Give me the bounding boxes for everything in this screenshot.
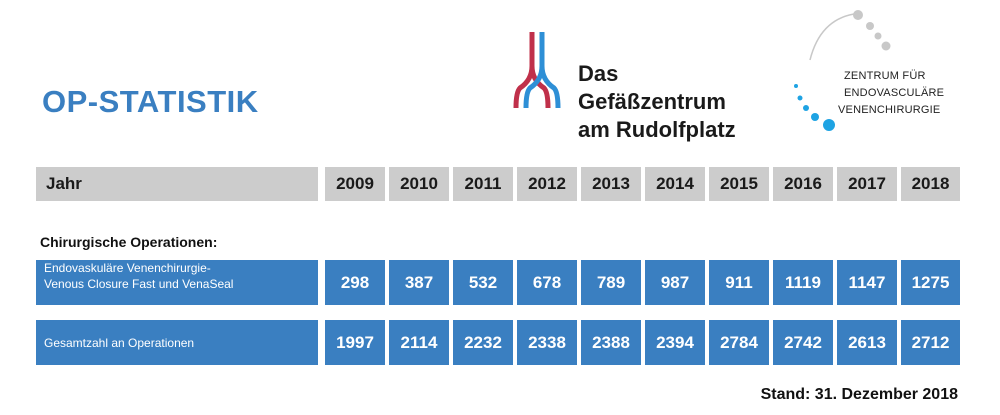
logo-secondary-text: ZENTRUM FÜR ENDOVASCULÄRE VENENCHIRURGIE	[832, 68, 944, 119]
value-cell: 1119	[773, 260, 833, 305]
value-cell: 911	[709, 260, 769, 305]
year-cell: 2011	[453, 167, 513, 201]
vessel-icon	[513, 32, 561, 109]
endovascular-center-logo: ZENTRUM FÜR ENDOVASCULÄRE VENENCHIRURGIE	[790, 8, 960, 138]
table-row: Gesamtzahl an Operationen 1997 2114 2232…	[36, 320, 960, 365]
row-label-line-1: Gesamtzahl an Operationen	[44, 335, 195, 350]
logo-text: Das Gefäßzentrum am Rudolfplatz	[578, 60, 772, 144]
year-cell: 2009	[325, 167, 385, 201]
logo-secondary-line-2: ENDOVASCULÄRE	[844, 87, 945, 99]
value-cell: 532	[453, 260, 513, 305]
gefaesszentrum-logo: Das Gefäßzentrum am Rudolfplatz	[512, 28, 772, 142]
value-cell: 1997	[325, 320, 385, 365]
value-cell: 2784	[709, 320, 769, 365]
value-cell: 2338	[517, 320, 577, 365]
year-cell: 2010	[389, 167, 449, 201]
year-cell: 2016	[773, 167, 833, 201]
value-cell: 987	[645, 260, 705, 305]
year-cell: 2015	[709, 167, 769, 201]
value-cell: 298	[325, 260, 385, 305]
value-cell: 2232	[453, 320, 513, 365]
page-title: OP-STATISTIK	[42, 84, 259, 119]
row-label: Gesamtzahl an Operationen	[36, 320, 318, 365]
year-cell: 2014	[645, 167, 705, 201]
table-row: Endovaskuläre Venenchirurgie- Venous Clo…	[36, 260, 960, 305]
row-label: Endovaskuläre Venenchirurgie- Venous Clo…	[36, 260, 318, 305]
stand-date: Stand: 31. Dezember 2018	[760, 386, 958, 403]
value-cell: 2742	[773, 320, 833, 365]
value-cell: 1275	[901, 260, 960, 305]
year-label: Jahr	[36, 167, 318, 201]
dot-arc-icon	[794, 10, 891, 131]
table-header-row: Jahr 2009 2010 2011 2012 2013 2014 2015 …	[36, 167, 960, 201]
logo-line-1: Das Gefäßzentrum	[578, 61, 726, 114]
logo-secondary-line-3: VENENCHIRURGIE	[838, 104, 941, 116]
logo-secondary-line-1: ZENTRUM FÜR	[844, 70, 926, 82]
year-cell: 2012	[517, 167, 577, 201]
year-cell: 2018	[901, 167, 960, 201]
value-cell: 2613	[837, 320, 897, 365]
value-cell: 387	[389, 260, 449, 305]
value-cell: 2394	[645, 320, 705, 365]
logo-line-2: am Rudolfplatz	[578, 117, 736, 142]
value-cell: 789	[581, 260, 641, 305]
value-cell: 2388	[581, 320, 641, 365]
value-cell: 2114	[389, 320, 449, 365]
value-cell: 2712	[901, 320, 960, 365]
row-label-line-2: Venous Closure Fast und VenaSeal	[44, 277, 234, 291]
row-label-line-1: Endovaskuläre Venenchirurgie-	[44, 261, 211, 275]
value-cell: 678	[517, 260, 577, 305]
section-title: Chirurgische Operationen:	[40, 234, 218, 250]
year-cell: 2013	[581, 167, 641, 201]
year-cell: 2017	[837, 167, 897, 201]
value-cell: 1147	[837, 260, 897, 305]
